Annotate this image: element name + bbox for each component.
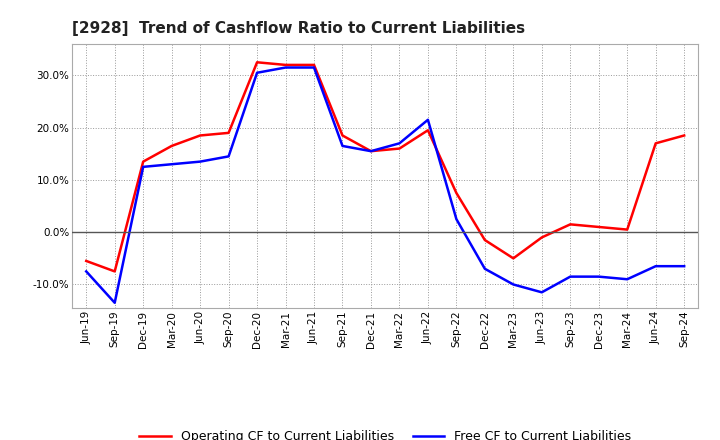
Free CF to Current Liabilities — [480, 266, 489, 271]
Operating CF to Current Liabilities — [595, 224, 603, 230]
Operating CF to Current Liabilities — [652, 141, 660, 146]
Operating CF to Current Liabilities — [110, 269, 119, 274]
Free CF to Current Liabilities — [537, 290, 546, 295]
Free CF to Current Liabilities — [253, 70, 261, 75]
Free CF to Current Liabilities — [282, 65, 290, 70]
Operating CF to Current Liabilities — [225, 130, 233, 136]
Operating CF to Current Liabilities — [338, 133, 347, 138]
Line: Free CF to Current Liabilities: Free CF to Current Liabilities — [86, 67, 684, 303]
Operating CF to Current Liabilities — [452, 191, 461, 196]
Free CF to Current Liabilities — [395, 141, 404, 146]
Free CF to Current Liabilities — [167, 161, 176, 167]
Free CF to Current Liabilities — [82, 269, 91, 274]
Free CF to Current Liabilities — [139, 164, 148, 169]
Operating CF to Current Liabilities — [395, 146, 404, 151]
Operating CF to Current Liabilities — [480, 238, 489, 243]
Free CF to Current Liabilities — [110, 300, 119, 305]
Free CF to Current Liabilities — [366, 149, 375, 154]
Text: [2928]  Trend of Cashflow Ratio to Current Liabilities: [2928] Trend of Cashflow Ratio to Curren… — [72, 21, 525, 36]
Operating CF to Current Liabilities — [509, 256, 518, 261]
Line: Operating CF to Current Liabilities: Operating CF to Current Liabilities — [86, 62, 684, 271]
Operating CF to Current Liabilities — [282, 62, 290, 68]
Operating CF to Current Liabilities — [366, 149, 375, 154]
Free CF to Current Liabilities — [423, 117, 432, 122]
Legend: Operating CF to Current Liabilities, Free CF to Current Liabilities: Operating CF to Current Liabilities, Fre… — [135, 425, 636, 440]
Operating CF to Current Liabilities — [680, 133, 688, 138]
Operating CF to Current Liabilities — [623, 227, 631, 232]
Free CF to Current Liabilities — [196, 159, 204, 164]
Free CF to Current Liabilities — [509, 282, 518, 287]
Free CF to Current Liabilities — [595, 274, 603, 279]
Free CF to Current Liabilities — [338, 143, 347, 149]
Free CF to Current Liabilities — [452, 216, 461, 222]
Operating CF to Current Liabilities — [423, 128, 432, 133]
Free CF to Current Liabilities — [310, 65, 318, 70]
Operating CF to Current Liabilities — [196, 133, 204, 138]
Free CF to Current Liabilities — [566, 274, 575, 279]
Operating CF to Current Liabilities — [537, 235, 546, 240]
Free CF to Current Liabilities — [623, 277, 631, 282]
Operating CF to Current Liabilities — [167, 143, 176, 149]
Free CF to Current Liabilities — [652, 264, 660, 269]
Operating CF to Current Liabilities — [82, 258, 91, 264]
Operating CF to Current Liabilities — [310, 62, 318, 68]
Operating CF to Current Liabilities — [139, 159, 148, 164]
Operating CF to Current Liabilities — [253, 60, 261, 65]
Operating CF to Current Liabilities — [566, 222, 575, 227]
Free CF to Current Liabilities — [225, 154, 233, 159]
Free CF to Current Liabilities — [680, 264, 688, 269]
